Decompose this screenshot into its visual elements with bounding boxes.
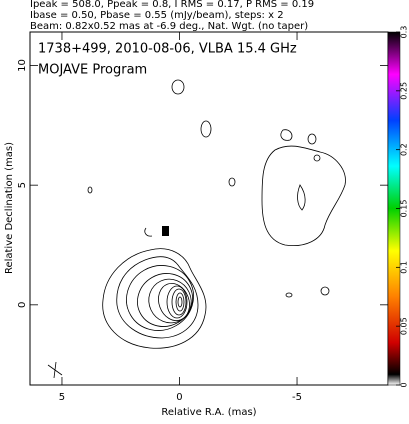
y-tick-label: 0 [17,302,28,308]
colorbar-tick-label: 0.05 [400,317,409,335]
y-tick-label: 5 [17,182,28,188]
y-tick-label: 10 [17,59,28,72]
colorbar-tick-label: 0.1 [400,261,409,274]
header-line: Ibase = 0.50, Pbase = 0.55 (mJy/beam), s… [30,10,284,21]
colorbar-tick-label: 0.3 [400,26,409,39]
y-axis-label: Relative Declination (mas) [4,142,15,274]
contours [47,79,346,379]
colorbar-tick-label: 0 [400,382,409,387]
beam [47,361,63,379]
x-tick-label: -5 [292,392,302,403]
colorbar-tick-label: 0.25 [400,82,409,100]
plot-title: 1738+499, 2010-08-06, VLBA 15.4 GHz [38,42,297,57]
colorbar-tick-label: 0.15 [400,200,409,218]
header-line: Beam: 0.82x0.52 mas at -6.9 deg., Nat. W… [30,21,308,32]
colorbar-tick-label: 0.2 [400,143,409,156]
header-line: Ipeak = 508.0, Ppeak = 0.8, I RMS = 0.17… [30,0,314,10]
x-tick-label: 5 [59,392,65,403]
x-axis-label: Relative R.A. (mas) [161,407,256,418]
plot-subtitle: MOJAVE Program [38,63,147,78]
x-tick-label: 0 [176,392,182,403]
plot-frame [29,31,389,386]
